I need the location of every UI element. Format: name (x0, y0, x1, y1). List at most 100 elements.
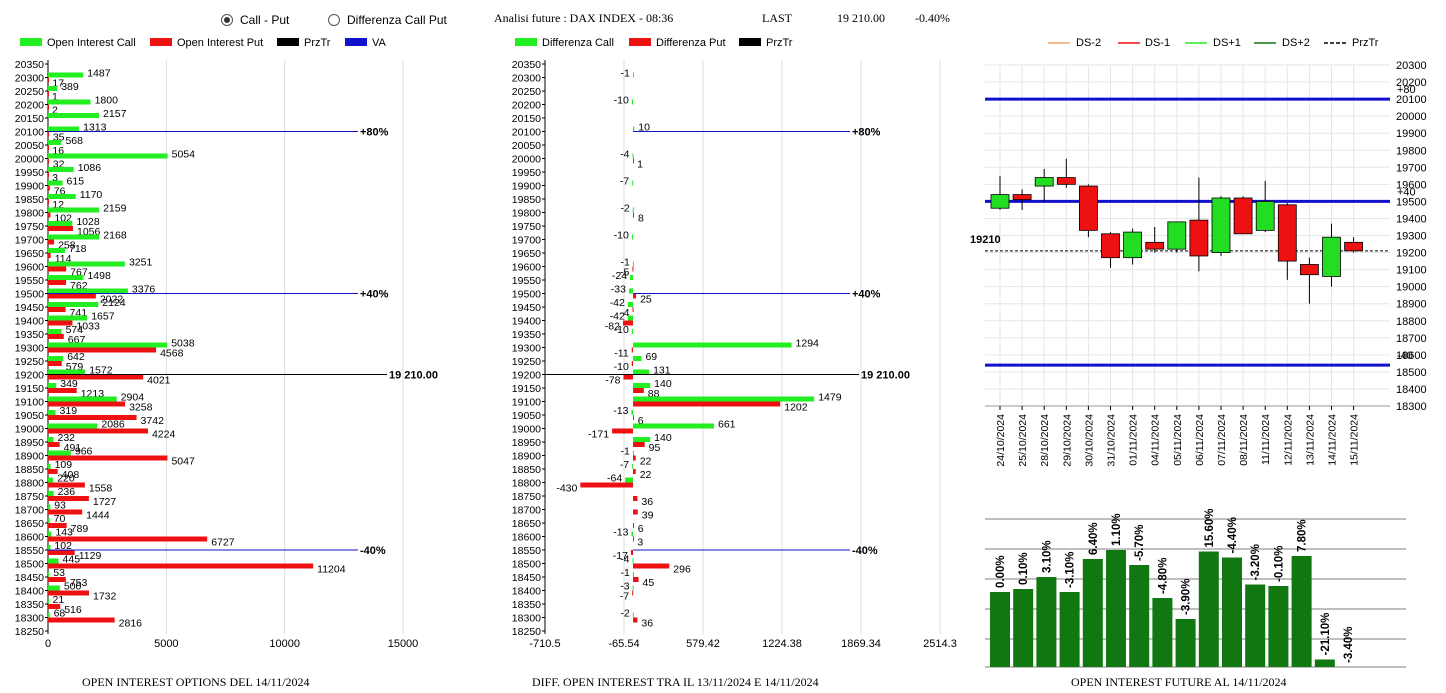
x-tick-label: 0 (45, 638, 51, 650)
diff-put-label: -7 (620, 591, 629, 603)
oi-bar (1314, 659, 1335, 667)
call-bar (48, 558, 59, 564)
date-label: 25/10/2024 (1017, 414, 1029, 467)
candle-body (1145, 241, 1165, 250)
strike-label: 19400 (512, 316, 541, 328)
diff-put-label: -4 (620, 307, 629, 319)
put-bar (48, 442, 60, 447)
diff-put-bar (630, 550, 634, 555)
strike-label: 18500 (512, 559, 541, 571)
call-value-label: 2086 (101, 419, 125, 431)
put-bar (48, 604, 61, 609)
y-tick-label: 18900 (1396, 299, 1427, 311)
date-label: 15/11/2024 (1349, 414, 1361, 466)
legend-diff-call: Differenza Call (542, 37, 614, 49)
call-value-label: 5038 (171, 338, 195, 350)
legend-va-swatch (345, 38, 367, 46)
call-value-label: 2124 (102, 297, 126, 309)
chart3-title: OPEN INTEREST FUTURE AL 14/11/2024 (1071, 675, 1287, 689)
strike-label: 20350 (15, 59, 44, 71)
y-tick-label: 19500 (1396, 196, 1427, 208)
candle-body (1056, 177, 1076, 185)
reference-label: +40% (852, 289, 881, 301)
y-tick-label: 19300 (1396, 231, 1427, 243)
y-tick-label: 18800 (1396, 316, 1427, 328)
call-value-label: 1800 (95, 95, 119, 107)
diff-put-label: 6 (638, 415, 644, 427)
legend-ds-p2: DS+2 (1282, 37, 1310, 49)
put-bar (48, 212, 51, 218)
call-value-label: 93 (54, 500, 66, 512)
call-bar (48, 288, 128, 294)
strike-label: 19000 (15, 424, 44, 436)
call-bar (48, 518, 50, 523)
put-bar (48, 334, 64, 339)
put-value-label: 32 (53, 159, 65, 171)
diff-put-label: 22 (640, 456, 652, 468)
call-put-radio[interactable] (221, 14, 233, 26)
change-value: -0.40% (915, 11, 950, 25)
strike-label: 19200 (512, 370, 541, 382)
legend-ds-p1: DS+1 (1213, 37, 1241, 49)
oi-bar-label: 1.10% (1111, 513, 1123, 546)
legend-oi-call: Open Interest Call (47, 37, 136, 49)
strike-label: 18800 (15, 478, 44, 490)
strike-label: 18400 (512, 586, 541, 598)
candle-body (1012, 194, 1032, 201)
call-value-label: 5054 (172, 149, 196, 161)
x-tick-label: 5000 (154, 638, 178, 650)
strike-label: 19900 (15, 181, 44, 193)
put-value-label: 516 (64, 604, 82, 616)
call-value-label: 3251 (129, 257, 153, 269)
oi-bar-label: -5.70% (1134, 525, 1146, 561)
call-value-label: 70 (54, 513, 66, 525)
reference-label: +40% (360, 289, 389, 301)
strike-label: 18750 (512, 491, 541, 503)
call-put-radio-label[interactable]: Call - Put (240, 13, 290, 27)
strike-label: 19700 (512, 235, 541, 247)
legend-prztr: PrzTr (304, 37, 331, 49)
diff-call-put-radio[interactable] (328, 14, 340, 26)
legend2-prztr: PrzTr (766, 37, 793, 49)
call-value-label: 68 (54, 608, 66, 620)
put-value-label: 3 (52, 172, 58, 184)
diff-call-label: 1294 (796, 338, 820, 350)
diff-put-bar (633, 293, 637, 299)
diff-call-bar (631, 410, 634, 415)
strike-label: 20100 (15, 127, 44, 139)
legend-oi-put: Open Interest Put (177, 37, 264, 49)
call-value-label: 109 (55, 459, 73, 471)
legend-diff-put-swatch (629, 38, 651, 46)
x-tick-label: 1224.38 (762, 638, 802, 650)
call-bar (48, 248, 65, 253)
oi-bar-label: -3.90% (1181, 579, 1193, 615)
diff-call-label: -4 (620, 554, 629, 566)
date-label: 24/10/2024 (995, 414, 1007, 467)
strike-label: 19500 (512, 289, 541, 301)
strike-label: 18800 (512, 478, 541, 490)
strike-label: 19250 (512, 356, 541, 368)
y-tick-label: 18300 (1396, 401, 1427, 413)
diff-put-label: -11 (614, 348, 629, 360)
call-bar (48, 86, 58, 91)
call-value-label: 102 (54, 540, 72, 552)
strike-label: 18700 (15, 505, 44, 517)
strike-label: 20050 (512, 140, 541, 152)
call-value-label: 53 (53, 567, 65, 579)
strike-label: 19500 (15, 289, 44, 301)
strike-label: 18450 (512, 572, 541, 584)
put-value-label: 1558 (89, 483, 113, 495)
call-bar (48, 356, 64, 361)
x-tick-label: -710.5 (529, 638, 560, 650)
put-bar (48, 401, 126, 407)
y-tick-label: 20300 (1396, 60, 1427, 72)
call-bar (48, 545, 51, 550)
diff-call-bar (632, 153, 634, 159)
call-value-label: 1170 (80, 189, 103, 201)
strike-label: 20300 (15, 73, 44, 85)
diff-call-put-radio-label[interactable]: Differenza Call Put (347, 13, 447, 27)
level-label: -40 (1397, 350, 1413, 362)
put-bar (48, 253, 51, 258)
put-value-label: 3258 (129, 402, 153, 414)
